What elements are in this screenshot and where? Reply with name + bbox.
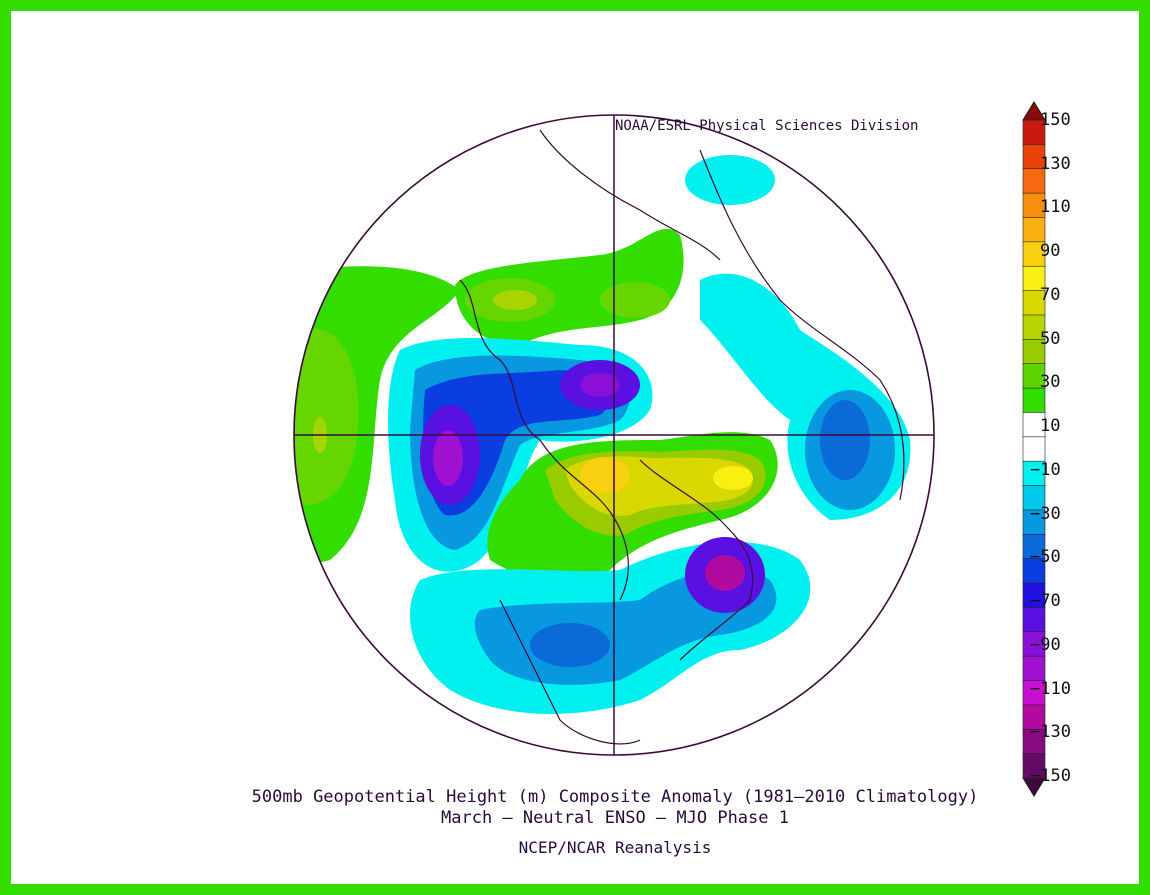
colorbar-tick-label: 10: [1040, 416, 1061, 437]
figure-title-line1: 500mb Geopotential Height (m) Composite …: [251, 787, 979, 807]
colorbar-tick-label: 50: [1040, 328, 1061, 349]
colorbar-tick-label: −50: [1030, 547, 1061, 568]
colorbar-swatch: [1022, 436, 1046, 462]
colorbar-arrow-bottom: [1022, 777, 1046, 797]
colorbar-tick-label: 90: [1040, 241, 1061, 262]
colorbar-tick-label: −10: [1030, 459, 1061, 480]
colorbar-tick-label: 150: [1040, 110, 1071, 130]
colorbar-swatch: [1022, 217, 1046, 243]
coastlines: [459, 129, 905, 745]
colorbar: [1022, 101, 1046, 797]
colorbar-tick-label: −150: [1030, 766, 1071, 786]
colorbar-tick-label: 110: [1040, 197, 1071, 218]
colorbar-swatch: [1022, 655, 1046, 682]
colorbar-tick-label: −30: [1030, 503, 1061, 524]
colorbar-tick-label: 130: [1040, 153, 1071, 174]
figure-title-line2: March – Neutral ENSO – MJO Phase 1: [441, 808, 789, 828]
colorbar-tick-label: −70: [1030, 591, 1061, 612]
colorbar-tick-label: 30: [1040, 372, 1061, 393]
colorbar-tick-label: −90: [1030, 634, 1061, 655]
colorbar-swatch: [1022, 607, 1046, 633]
colorbar-tick-label: 70: [1040, 284, 1061, 305]
colorbar-tick-label: −130: [1030, 722, 1071, 743]
figure-source: NCEP/NCAR Reanalysis: [518, 838, 712, 857]
credit-text: NOAA/ESRL Physical Sciences Division: [615, 118, 919, 134]
colorbar-tick-label: −110: [1030, 678, 1071, 699]
